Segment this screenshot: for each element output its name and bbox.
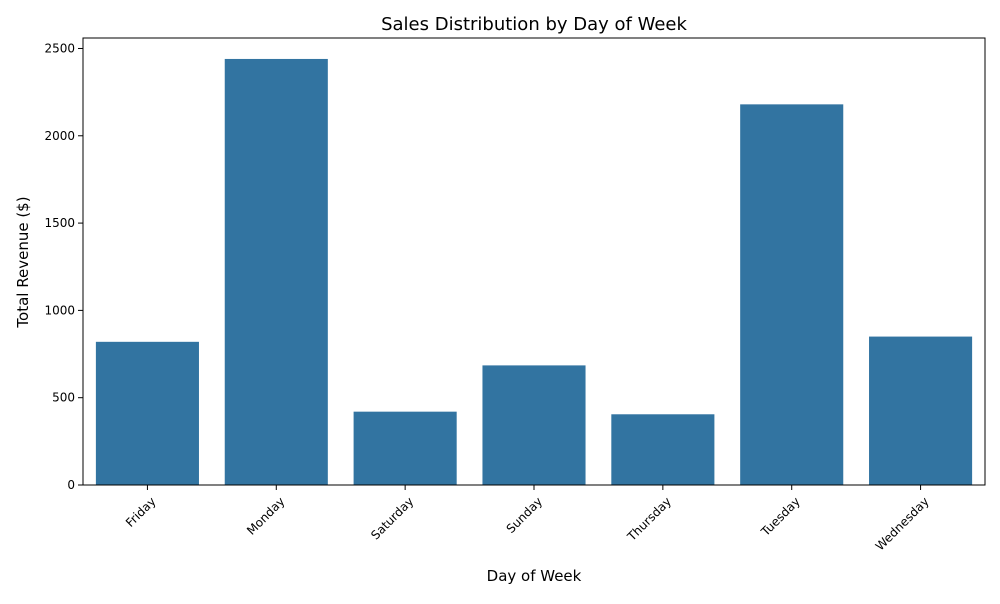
chart-title: Sales Distribution by Day of Week bbox=[381, 14, 687, 35]
y-tick-label: 500 bbox=[52, 391, 75, 405]
y-axis: 0 500 1000 1500 2000 2500 bbox=[44, 41, 83, 492]
x-tick-label: Friday bbox=[123, 494, 159, 530]
bar-saturday bbox=[353, 411, 457, 485]
x-tick-label: Tuesday bbox=[758, 494, 803, 539]
x-tick-label: Saturday bbox=[368, 494, 416, 542]
x-tick-label: Wednesday bbox=[873, 494, 932, 553]
y-tick-label: 0 bbox=[67, 478, 75, 492]
x-tick-label: Monday bbox=[244, 494, 287, 537]
bar-monday bbox=[224, 58, 328, 485]
x-axis-label: Day of Week bbox=[487, 567, 582, 585]
y-tick-label: 1000 bbox=[44, 303, 75, 317]
plot-area bbox=[82, 37, 986, 486]
bar-wednesday bbox=[869, 336, 973, 485]
bar-sunday bbox=[482, 365, 586, 485]
y-tick-label: 2500 bbox=[44, 41, 75, 55]
y-tick-label: 2000 bbox=[44, 129, 75, 143]
x-tick-label: Thursday bbox=[624, 494, 674, 544]
bar-friday bbox=[95, 341, 199, 485]
x-axis: Friday Monday Saturday Sunday Thursday Tuesda… bbox=[123, 485, 932, 553]
y-tick-label: 1500 bbox=[44, 216, 75, 230]
x-tick-label: Sunday bbox=[504, 494, 546, 536]
bar-tuesday bbox=[740, 104, 844, 485]
bar-thursday bbox=[611, 414, 715, 485]
y-axis-label: Total Revenue ($) bbox=[14, 196, 32, 328]
